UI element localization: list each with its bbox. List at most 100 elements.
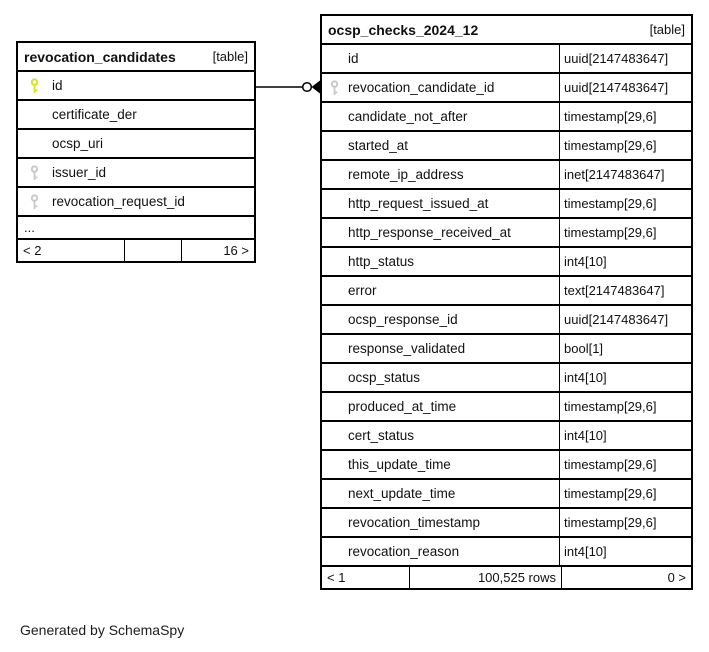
no-key-icon: [322, 422, 348, 449]
column-name: issuer_id: [52, 165, 107, 180]
table-header: ocsp_checks_2024_12 [table]: [322, 16, 691, 45]
table-footer: < 1 100,525 rows 0 >: [322, 567, 691, 588]
table-footer: < 2 16 >: [18, 240, 254, 261]
no-key-icon: [322, 335, 348, 362]
generated-by-credit: Generated by SchemaSpy: [20, 622, 185, 638]
no-key-icon: [322, 219, 348, 246]
column-row-revocation_candidate_id: revocation_candidate_id uuid[2147483647]: [322, 74, 691, 103]
column-row-http_status: http_status int4[10]: [322, 248, 691, 277]
column-type: timestamp[29,6]: [559, 103, 691, 130]
column-type: timestamp[29,6]: [559, 393, 691, 420]
column-name: http_response_received_at: [348, 225, 511, 240]
column-row-ocsp_status: ocsp_status int4[10]: [322, 364, 691, 393]
no-key-icon: [322, 45, 348, 72]
column-name: candidate_not_after: [348, 109, 468, 124]
column-row-produced_at_time: produced_at_time timestamp[29,6]: [322, 393, 691, 422]
column-row-http_request_issued_at: http_request_issued_at timestamp[29,6]: [322, 190, 691, 219]
no-key-icon: [322, 248, 348, 275]
column-name: revocation_request_id: [52, 194, 185, 209]
parent-count: < 1: [327, 570, 346, 585]
column-row-http_response_received_at: http_response_received_at timestamp[29,6]: [322, 219, 691, 248]
table-title[interactable]: ocsp_checks_2024_12: [328, 21, 479, 38]
column-name: response_validated: [348, 341, 466, 356]
row-count: 100,525 rows: [409, 567, 561, 588]
no-key-icon: [18, 101, 52, 128]
no-key-icon: [322, 161, 348, 188]
crow-foot-arrow-icon: [311, 80, 320, 94]
column-name: id: [348, 51, 359, 66]
column-name: ocsp_response_id: [348, 312, 458, 327]
column-name: error: [348, 283, 377, 298]
no-key-icon: [322, 277, 348, 304]
column-type: int4[10]: [559, 538, 691, 565]
row-count: [124, 240, 181, 261]
column-type: timestamp[29,6]: [559, 509, 691, 536]
column-row-error: error text[2147483647]: [322, 277, 691, 306]
column-name: revocation_reason: [348, 544, 460, 559]
no-key-icon: [322, 306, 348, 333]
column-type: uuid[2147483647]: [559, 74, 691, 101]
column-name: produced_at_time: [348, 399, 457, 414]
table-type-badge: [table]: [649, 22, 685, 37]
no-key-icon: [322, 538, 348, 565]
column-type: timestamp[29,6]: [559, 132, 691, 159]
column-name: revocation_timestamp: [348, 515, 481, 530]
column-type: timestamp[29,6]: [559, 219, 691, 246]
table-title[interactable]: revocation_candidates: [24, 48, 176, 65]
column-row-started_at: started_at timestamp[29,6]: [322, 132, 691, 161]
column-row-cert_status: cert_status int4[10]: [322, 422, 691, 451]
no-key-icon: [322, 509, 348, 536]
column-name: ocsp_uri: [52, 136, 104, 151]
column-row-response_validated: response_validated bool[1]: [322, 335, 691, 364]
column-row-this_update_time: this_update_time timestamp[29,6]: [322, 451, 691, 480]
column-row-id: id: [18, 72, 254, 101]
column-type: inet[2147483647]: [559, 161, 691, 188]
column-type: uuid[2147483647]: [559, 306, 691, 333]
column-name: id: [52, 78, 63, 93]
table-type-badge: [table]: [212, 49, 248, 64]
column-row-remote_ip_address: remote_ip_address inet[2147483647]: [322, 161, 691, 190]
no-key-icon: [322, 451, 348, 478]
column-type: timestamp[29,6]: [559, 480, 691, 507]
no-key-icon: [322, 132, 348, 159]
child-count: 16 >: [181, 240, 254, 261]
no-key-icon: [322, 480, 348, 507]
column-type: text[2147483647]: [559, 277, 691, 304]
column-type: timestamp[29,6]: [559, 190, 691, 217]
column-type: int4[10]: [559, 422, 691, 449]
column-row-ocsp_response_id: ocsp_response_id uuid[2147483647]: [322, 306, 691, 335]
child-count: 0 >: [561, 567, 691, 588]
column-name: certificate_der: [52, 107, 137, 122]
column-type: timestamp[29,6]: [559, 451, 691, 478]
table-header: revocation_candidates [table]: [18, 43, 254, 72]
column-row-id: id uuid[2147483647]: [322, 45, 691, 74]
column-name: ocsp_status: [348, 370, 421, 385]
column-row-issuer_id: issuer_id: [18, 159, 254, 188]
column-row-candidate_not_after: candidate_not_after timestamp[29,6]: [322, 103, 691, 132]
column-row-revocation_timestamp: revocation_timestamp timestamp[29,6]: [322, 509, 691, 538]
no-key-icon: [322, 190, 348, 217]
column-row-revocation_request_id: revocation_request_id: [18, 188, 254, 217]
table-ocsp-checks-2024-12: ocsp_checks_2024_12 [table] id uuid[21474…: [320, 14, 693, 590]
foreign-key-icon: [322, 74, 348, 101]
column-type: int4[10]: [559, 248, 691, 275]
column-type: uuid[2147483647]: [559, 45, 691, 72]
cardinality-circle-marker: [301, 81, 313, 93]
parent-count: < 2: [23, 243, 42, 258]
foreign-key-icon: [18, 159, 52, 186]
column-name: next_update_time: [348, 486, 456, 501]
column-list: id uuid[2147483647] revocation_candidate_i…: [322, 45, 691, 567]
column-name: started_at: [348, 138, 409, 153]
column-row-revocation_reason: revocation_reason int4[10]: [322, 538, 691, 567]
column-name: revocation_candidate_id: [348, 80, 495, 95]
no-key-icon: [322, 103, 348, 130]
column-type: bool[1]: [559, 335, 691, 362]
no-key-icon: [322, 364, 348, 391]
column-name: cert_status: [348, 428, 415, 443]
column-row-ocsp_uri: ocsp_uri: [18, 130, 254, 159]
no-key-icon: [322, 393, 348, 420]
column-name: this_update_time: [348, 457, 451, 472]
column-type: int4[10]: [559, 364, 691, 391]
column-name: remote_ip_address: [348, 167, 464, 182]
